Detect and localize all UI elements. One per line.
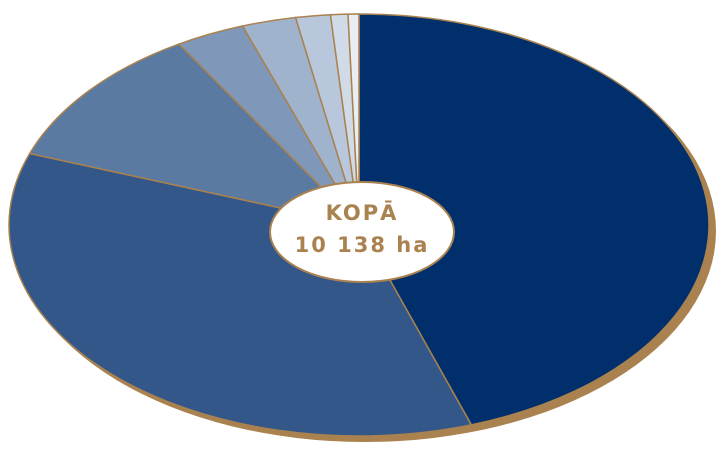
center-label-bg [269,181,455,283]
center-total: 10 138 ha [295,233,430,257]
pie-slice [347,13,360,226]
center-label: KOPĀ [326,200,399,225]
slices [8,13,710,437]
pie-slice [358,13,710,426]
pie-slice [8,152,473,437]
pie-slice [28,43,362,227]
